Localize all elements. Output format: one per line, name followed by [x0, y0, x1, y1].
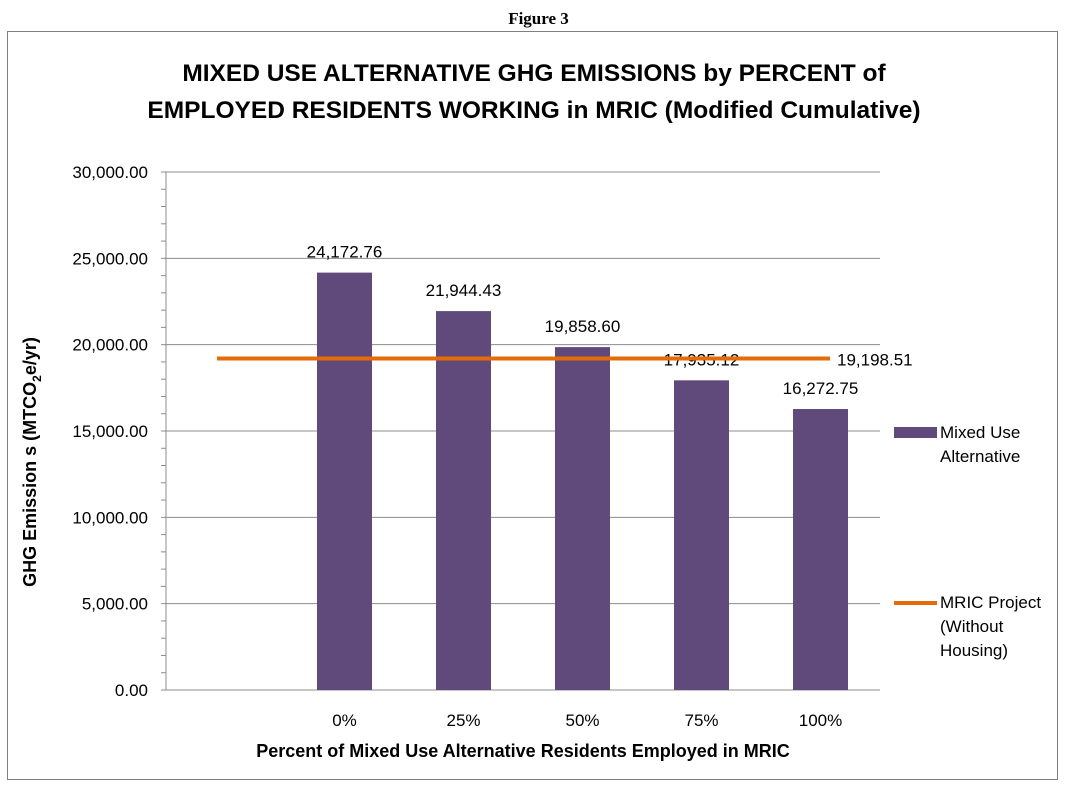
y-tick-label: 10,000.00 [72, 508, 148, 527]
x-tick-label: 75% [684, 711, 718, 730]
bar-value-label: 19,858.60 [545, 317, 621, 336]
legend-item-mric-project: MRIC Project (Without Housing) [940, 593, 1042, 660]
y-tick-label: 5,000.00 [82, 595, 148, 614]
y-tick-label: 15,000.00 [72, 422, 148, 441]
y-tick-label: 0.00 [115, 681, 148, 700]
x-tick-label: 100% [799, 711, 842, 730]
legend-swatch-line [894, 601, 937, 605]
chart-title-line-2: EMPLOYED RESIDENTS WORKING in MRIC (Modi… [147, 97, 921, 124]
legend-item-mixed-use: Mixed Use Alternative [940, 423, 1021, 466]
mric-project-value-label: 19,198.51 [837, 351, 913, 370]
bar-25pct [436, 311, 491, 690]
legend-swatch-bars [894, 427, 937, 438]
y-tick-label: 25,000.00 [72, 249, 148, 268]
bar-value-label: 21,944.43 [426, 281, 502, 300]
bar-100pct [793, 409, 848, 690]
bar-value-label: 24,172.76 [307, 243, 383, 262]
chart-title: MIXED USE ALTERNATIVE GHG EMISSIONS by P… [0, 55, 1068, 129]
bar-value-label: 16,272.75 [783, 379, 859, 398]
bar-0pct [317, 272, 372, 690]
y-tick-label: 20,000.00 [72, 336, 148, 355]
x-tick-label: 0% [332, 711, 357, 730]
chart-title-line-1: MIXED USE ALTERNATIVE GHG EMISSIONS by P… [182, 60, 886, 87]
y-tick-label: 30,000.00 [72, 163, 148, 182]
x-tick-label: 25% [446, 711, 480, 730]
x-axis-label: Percent of Mixed Use Alternative Residen… [256, 741, 790, 761]
bar-50pct [555, 347, 610, 690]
bar-75pct [674, 380, 729, 690]
x-tick-label: 50% [565, 711, 599, 730]
chart-frame [7, 31, 1058, 780]
figure-label: Figure 3 [508, 9, 569, 28]
